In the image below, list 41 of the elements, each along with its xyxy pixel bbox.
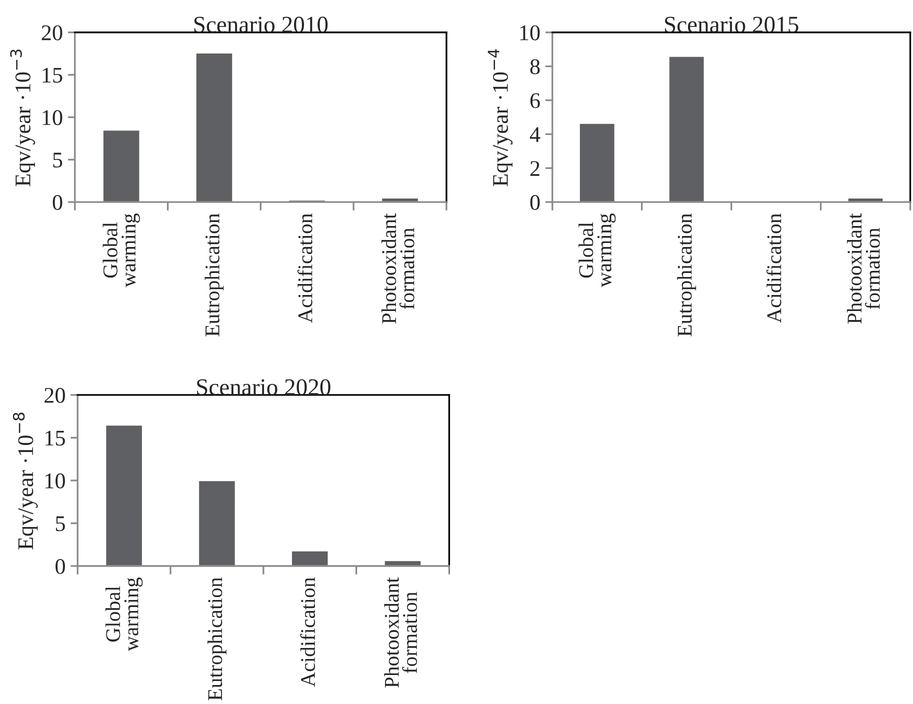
y-tick-label: 10 <box>520 25 540 40</box>
y-tick-label: 15 <box>46 430 65 446</box>
y-tick-label: 0 <box>52 194 62 210</box>
x-tick-label: Global warming <box>105 578 143 652</box>
x-tick-label: Photooxidant formation <box>846 213 880 324</box>
y-tick-label: 2 <box>530 161 540 176</box>
y-tick-label: 6 <box>530 93 540 108</box>
bar <box>102 129 141 202</box>
chart-title: Scenario 2020 <box>197 379 330 396</box>
y-tick-label: 15 <box>42 68 62 83</box>
bar <box>668 55 706 202</box>
y-axis-title: Eqv/year ·10$^{−4}$ <box>488 49 513 186</box>
y-tick-label: 0 <box>56 558 65 574</box>
x-tick-label: Eutrophication <box>677 213 696 336</box>
x-tick-label: Acidification <box>297 213 312 323</box>
y-tick-label: 4 <box>530 127 540 142</box>
y-tick-label: 20 <box>44 388 65 403</box>
chart-title: Scenario 2010 <box>194 16 328 33</box>
bar <box>194 52 234 202</box>
y-axis-title: Eqv/year ·10$^{−3}$ <box>10 50 36 186</box>
bar <box>198 480 236 566</box>
bar <box>578 122 616 202</box>
y-tick-label: 5 <box>56 516 65 532</box>
y-tick-label: 5 <box>53 152 62 168</box>
y-tick-label: 8 <box>530 59 540 74</box>
chart-title: Scenario 2015 <box>665 16 798 33</box>
x-tick-label: Eutrophication <box>204 213 224 336</box>
x-tick-label: Acidification <box>766 213 782 323</box>
y-axis-title: Eqv/year ·10$^{−8}$ <box>12 412 38 550</box>
x-tick-label: Photooxidant formation <box>381 213 414 324</box>
y-tick-label: 0 <box>530 194 540 210</box>
bar <box>104 424 144 566</box>
bar <box>290 550 330 566</box>
x-tick-label: Global warming <box>578 214 616 288</box>
y-tick-label: 10 <box>46 473 65 488</box>
x-tick-label: Photooxidant formation <box>384 577 418 688</box>
y-tick-label: 20 <box>42 25 62 40</box>
x-tick-label: Global warming <box>102 214 140 288</box>
x-tick-label: Acidification <box>300 577 316 687</box>
y-tick-label: 10 <box>42 110 62 126</box>
x-tick-label: Eutrophication <box>208 577 226 700</box>
